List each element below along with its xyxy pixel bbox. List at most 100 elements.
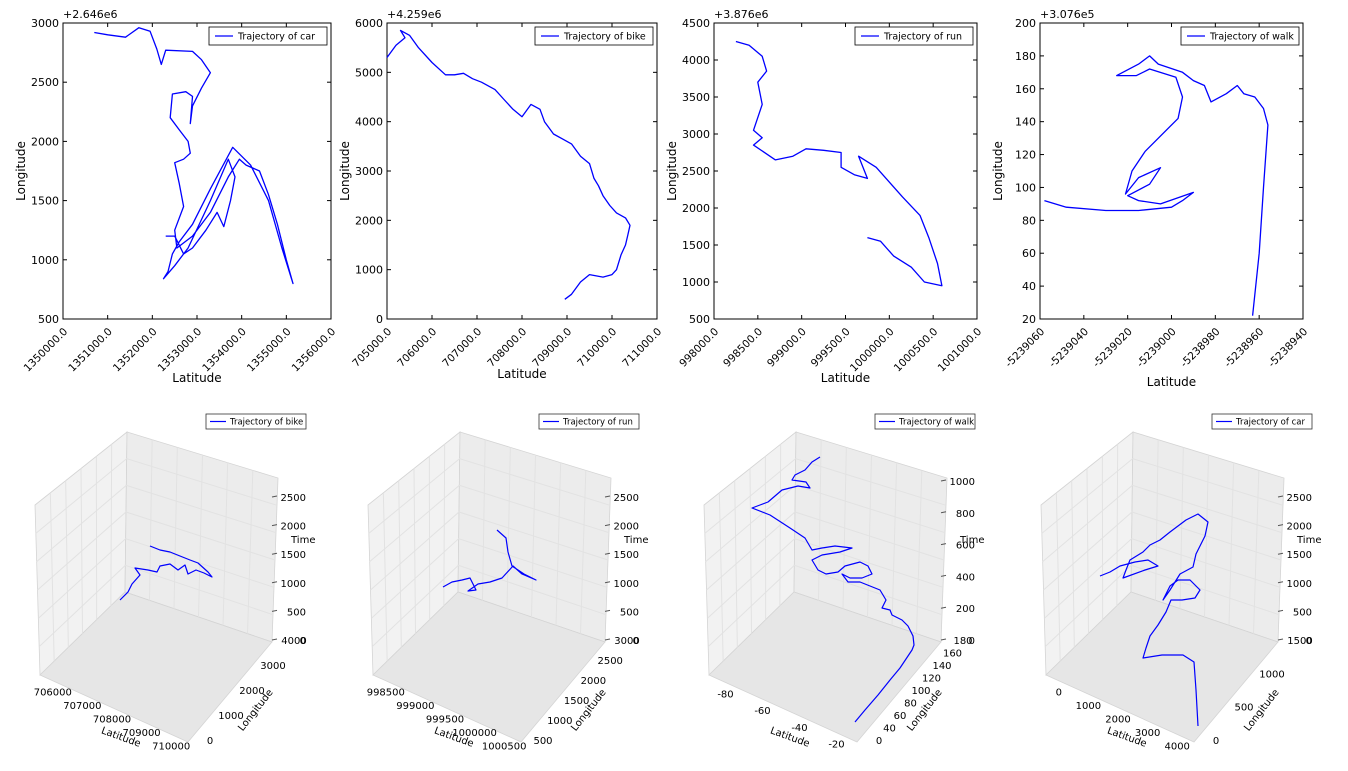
x-tick-label: 708000 (93, 715, 131, 726)
y-tick-label: 500 (38, 313, 59, 326)
x-tick-label: 2000 (1105, 715, 1130, 726)
legend-label: Trajectory of car (237, 32, 315, 43)
y-tick-label: 1000 (31, 254, 59, 267)
plot-area (386, 22, 658, 320)
grid-line (247, 470, 254, 634)
trajectory-line (751, 456, 915, 723)
x-tick-label: 4000 (1164, 741, 1189, 752)
z-tick-mark (604, 495, 611, 498)
z-tick-mark (1277, 495, 1284, 498)
x-tick-label: 1351000.0 (66, 326, 115, 375)
x-tick-label: 1000000 (452, 728, 497, 739)
y-tick-label: 120 (1015, 149, 1036, 162)
y-axis-label: Longitude (14, 141, 28, 201)
legend-box (208, 26, 328, 46)
z-tick-label: 2500 (281, 493, 306, 504)
z-tick-mark (271, 495, 278, 498)
trajectory-line (119, 545, 213, 601)
x-tick-label: 0 (1056, 688, 1062, 699)
x-tick-label: -80 (717, 689, 733, 700)
y-tick-label: 2000 (31, 135, 59, 148)
grid-line (1044, 564, 1280, 648)
y-tick-label: 3000 (31, 17, 59, 30)
z-tick-mark (271, 638, 278, 641)
x-tick-label: 1352000.0 (111, 326, 160, 375)
z-tick-label: 1000 (614, 579, 639, 590)
z-tick-label: 1000 (281, 579, 306, 590)
y-tick-label: 500 (689, 313, 710, 326)
axis-offset-label: +2.646e6 (63, 8, 117, 21)
legend-box (874, 413, 976, 430)
z-tick-label: 0 (1306, 636, 1312, 647)
y-tick-label: 2000 (239, 686, 264, 697)
z-tick-mark (271, 552, 278, 555)
trajectory-line (735, 40, 943, 287)
y-tick-label: 1500 (682, 239, 710, 252)
z-tick-mark (1277, 552, 1284, 555)
x-tick-label: 705000.0 (350, 326, 394, 370)
z-tick-label: 400 (956, 572, 975, 583)
legend-label: Trajectory of bike (563, 32, 646, 43)
y-tick-label: 80 (1022, 214, 1036, 227)
grid-line (1116, 444, 1119, 606)
z-tick-label: 1000 (1287, 579, 1312, 590)
axis-offset-label: +3.876e6 (714, 8, 768, 21)
plot-area (713, 22, 978, 320)
x-tick-label: 998500.0 (721, 326, 765, 370)
y-tick-label: 4000 (355, 116, 383, 129)
y-tick-label: 120 (922, 674, 941, 685)
z-tick-mark (604, 581, 611, 584)
z-tick-label: 600 (956, 541, 975, 552)
legend-box (534, 26, 654, 46)
chart-panel-3d: 0 500 1000 1500 2000 2500 Time 706000 707000 7080… (34, 413, 315, 752)
y-tick-label: 20 (1022, 313, 1036, 326)
y-tick-label: 2500 (597, 656, 622, 667)
y-tick-label: 80 (904, 699, 917, 710)
x-tick-label: 999000.0 (765, 326, 809, 370)
legend-box (205, 413, 307, 430)
z-tick-label: 500 (1293, 607, 1312, 618)
y-tick-label: 2000 (682, 202, 710, 215)
grid-line (707, 564, 943, 648)
x-tick-label: 706000 (34, 688, 72, 699)
trajectory-line (386, 29, 631, 300)
grid-line (38, 564, 274, 648)
x-tick-label: 1356000.0 (290, 326, 339, 375)
y-tick-label: 2000 (355, 214, 383, 227)
y-tick-label: 1000 (218, 711, 243, 722)
z-tick-mark (271, 609, 278, 612)
x-tick-label: -40 (791, 723, 807, 734)
chart-panel-2d: 705000.0 706000.0 707000.0 708000.0 709000.0… (338, 8, 664, 381)
z-tick-mark (940, 638, 947, 641)
z-tick-label: 0 (969, 636, 975, 647)
x-tick-label: 707000 (63, 701, 101, 712)
z-tick-label: 1500 (281, 550, 306, 561)
x-tick-label: -5238960 (1222, 326, 1266, 370)
x-tick-label: 1354000.0 (200, 326, 249, 375)
legend-label: Trajectory of walk (1209, 32, 1294, 43)
z-tick-label: 200 (956, 604, 975, 615)
y-tick-label: 140 (932, 661, 951, 672)
y-tick-label: 1000 (547, 716, 572, 727)
y-tick-label: 2000 (581, 676, 606, 687)
x-tick-label: 3000 (1135, 728, 1160, 739)
x-tick-label: 710000 (152, 741, 190, 752)
x-tick-label: 999000 (396, 701, 434, 712)
y-tick-label: 100 (1015, 181, 1036, 194)
x-tick-label: 999500.0 (809, 326, 853, 370)
grid-line (443, 444, 446, 606)
y-tick-label: 5000 (355, 66, 383, 79)
z-tick-label: 0 (633, 636, 639, 647)
legend-label: Trajectory of run (883, 32, 962, 43)
z-axis-label: Time (290, 535, 315, 546)
chart-panel-3d: 0 500 1000 1500 2000 2500 Time 0 1000 2000 3000 400… (1040, 413, 1321, 752)
y-tick-label: 60 (1022, 247, 1036, 260)
x-tick-label: -5238940 (1266, 326, 1310, 370)
legend-label: Trajectory of bike (229, 418, 303, 428)
y-tick-label: 3000 (614, 636, 639, 647)
z-axis-label: Time (959, 535, 984, 546)
z-axis-label: Time (1296, 535, 1321, 546)
y-tick-label: 40 (883, 724, 896, 735)
z-tick-label: 2000 (281, 522, 306, 533)
y-tick-label: 60 (894, 711, 907, 722)
